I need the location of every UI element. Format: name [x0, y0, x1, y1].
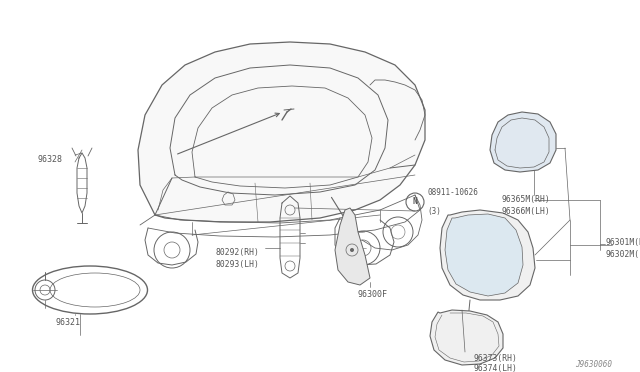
Polygon shape [440, 210, 535, 300]
Text: 96373(RH): 96373(RH) [473, 354, 517, 363]
Text: 96302M(LH): 96302M(LH) [605, 250, 640, 259]
Polygon shape [430, 310, 503, 365]
Polygon shape [490, 112, 556, 172]
Text: 08911-10626: 08911-10626 [427, 188, 478, 197]
Polygon shape [138, 42, 425, 222]
Text: 80293(LH): 80293(LH) [215, 260, 259, 269]
Polygon shape [445, 214, 523, 296]
Text: N: N [413, 198, 417, 206]
Text: 96301M(RH): 96301M(RH) [605, 238, 640, 247]
Text: 96321: 96321 [55, 318, 80, 327]
Text: (3): (3) [427, 207, 441, 216]
Text: 96366M(LH): 96366M(LH) [502, 207, 551, 216]
Text: 80292(RH): 80292(RH) [215, 248, 259, 257]
Text: 96300F: 96300F [358, 290, 388, 299]
Circle shape [350, 248, 354, 252]
Text: 96328: 96328 [38, 155, 63, 164]
Text: 96365M(RH): 96365M(RH) [502, 195, 551, 204]
Polygon shape [335, 208, 370, 285]
Text: J9630060: J9630060 [575, 360, 612, 369]
Text: 96374(LH): 96374(LH) [473, 364, 517, 372]
